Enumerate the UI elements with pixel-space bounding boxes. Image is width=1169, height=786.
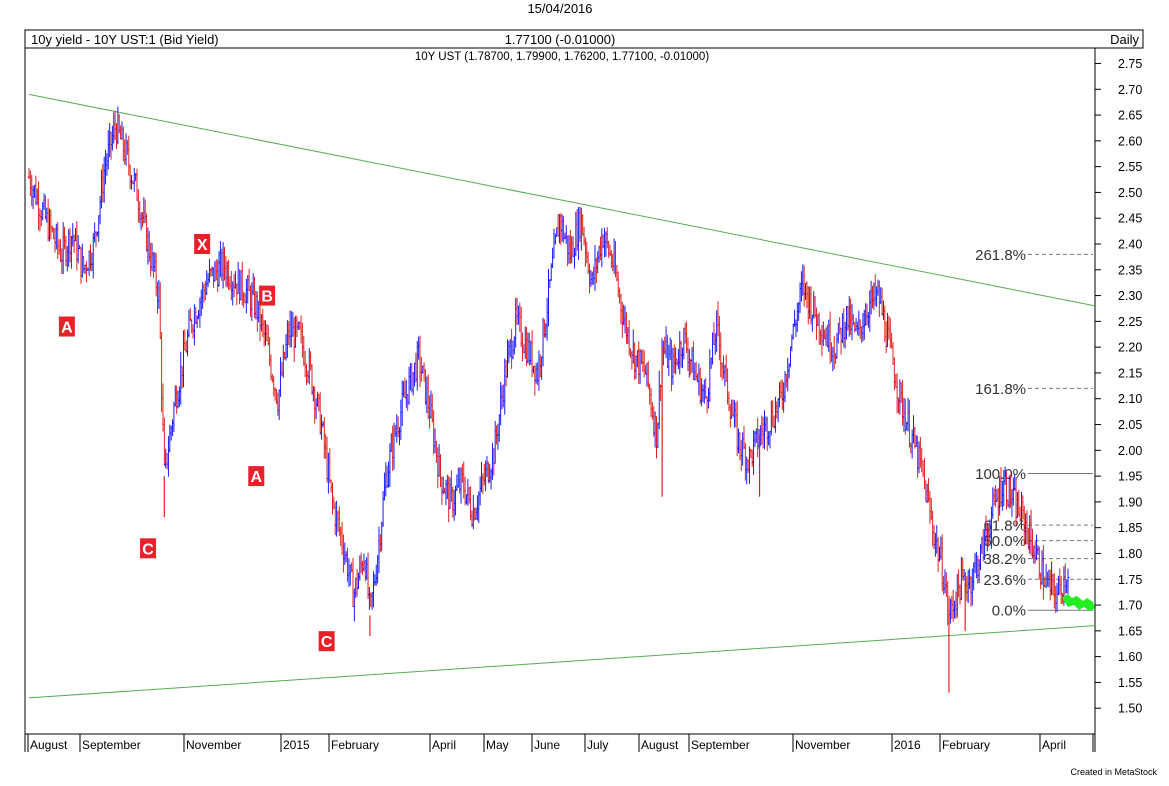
fibonacci-levels: 261.8%161.8%100.0%61.8%50.0%38.2%23.6%0.… — [975, 247, 1093, 620]
trendlines — [28, 93, 1096, 699]
x-tick-label: June — [534, 738, 560, 752]
y-tick-label: 1.90 — [1118, 495, 1142, 509]
instrument-title: 10y yield - 10Y UST:1 (Bid Yield) — [31, 32, 219, 47]
wave-label-box — [58, 316, 75, 337]
chart-date: 15/04/2016 — [527, 1, 592, 16]
price-bars — [27, 106, 1070, 693]
y-tick-label: 2.05 — [1118, 418, 1142, 432]
wave-label-text: C — [142, 541, 154, 558]
plot-area — [24, 47, 1096, 735]
x-tick-label: April — [432, 738, 456, 752]
x-tick-label: July — [587, 738, 608, 752]
wave-label-a: A — [248, 466, 265, 487]
ohlc-readout: 10Y UST (1.78700, 1.79900, 1.76200, 1.77… — [415, 51, 710, 63]
wave-label-box — [318, 631, 335, 652]
y-tick-label: 2.75 — [1118, 57, 1142, 71]
y-tick-label: 2.35 — [1118, 263, 1142, 277]
y-tick-label: 1.85 — [1118, 521, 1142, 535]
x-axis-ticks: August September November 2015 February April… — [27, 734, 1094, 752]
y-tick-label: 1.50 — [1118, 702, 1142, 716]
y-tick-label: 2.55 — [1118, 160, 1142, 174]
y-tick-label: 1.55 — [1118, 676, 1142, 690]
y-tick-label: 2.25 — [1118, 315, 1142, 329]
wave-label-text: B — [261, 289, 273, 306]
y-tick-label: 1.65 — [1118, 624, 1142, 638]
price-bar — [1066, 568, 1070, 595]
x-tick-label: September — [82, 738, 141, 752]
x-tick-label: 2015 — [283, 738, 310, 752]
x-tick-label: November — [186, 738, 241, 752]
wave-label-text: C — [321, 634, 333, 651]
wave-label-box — [248, 466, 265, 487]
fib-label: 38.2% — [983, 551, 1026, 568]
fib-label: 61.8% — [983, 518, 1026, 535]
trendline-lower — [28, 625, 1096, 699]
y-tick-label: 2.70 — [1118, 83, 1142, 97]
wave-label-text: A — [61, 320, 73, 337]
projection-marker — [1062, 594, 1095, 611]
y-tick-label: 2.45 — [1118, 212, 1142, 226]
x-tick-label: August — [30, 738, 68, 752]
x-tick-label: February — [331, 738, 379, 752]
wave-label-box — [259, 285, 276, 306]
x-tick-label: February — [942, 738, 990, 752]
x-tick-label: August — [641, 738, 679, 752]
wave-label-c: C — [140, 538, 157, 559]
y-tick-label: 1.80 — [1118, 547, 1142, 561]
fib-label: 23.6% — [983, 572, 1026, 589]
wave-label-text: X — [197, 237, 208, 254]
y-tick-label: 2.30 — [1118, 289, 1142, 303]
x-tick-label: November — [795, 738, 850, 752]
y-tick-label: 1.60 — [1118, 650, 1142, 664]
y-tick-label: 1.95 — [1118, 470, 1142, 484]
trendline-upper — [28, 93, 1096, 307]
fib-label: 50.0% — [983, 533, 1026, 550]
periodicity-label: Daily — [1110, 32, 1139, 47]
wave-label-x: X — [194, 234, 211, 254]
wave-label-b: B — [259, 285, 276, 306]
wave-labels: A C X B A C — [58, 234, 335, 652]
y-tick-label: 2.40 — [1118, 238, 1142, 252]
y-axis-ticks: 2.75 2.70 2.65 2.60 2.55 2.50 2.45 2.40 2.35 2.30… — [1095, 57, 1142, 716]
y-tick-label: 2.15 — [1118, 366, 1142, 380]
x-tick-label: April — [1042, 738, 1066, 752]
x-tick-label: May — [486, 738, 509, 752]
wave-label-box — [140, 538, 157, 559]
wave-label-box — [194, 234, 211, 254]
y-tick-label: 1.70 — [1118, 599, 1142, 613]
projection-markers — [1062, 594, 1095, 611]
y-tick-label: 2.20 — [1118, 341, 1142, 355]
wave-label-c: C — [318, 631, 335, 652]
y-tick-label: 2.65 — [1118, 109, 1142, 123]
fib-label: 261.8% — [975, 247, 1026, 264]
y-tick-label: 2.10 — [1118, 392, 1142, 406]
y-tick-label: 2.60 — [1118, 134, 1142, 148]
y-tick-label: 1.75 — [1118, 573, 1142, 587]
x-tick-label: September — [691, 738, 750, 752]
y-tick-label: 2.50 — [1118, 186, 1142, 200]
wave-label-text: A — [251, 469, 263, 486]
y-tick-label: 2.00 — [1118, 444, 1142, 458]
x-tick-label: 2016 — [894, 738, 921, 752]
fib-label: 0.0% — [992, 603, 1026, 620]
wave-label-a: A — [58, 316, 75, 337]
last-value: 1.77100 (-0.01000) — [505, 32, 616, 47]
footer-credit: Created in MetaStock — [1070, 767, 1157, 777]
fib-label: 161.8% — [975, 381, 1026, 398]
